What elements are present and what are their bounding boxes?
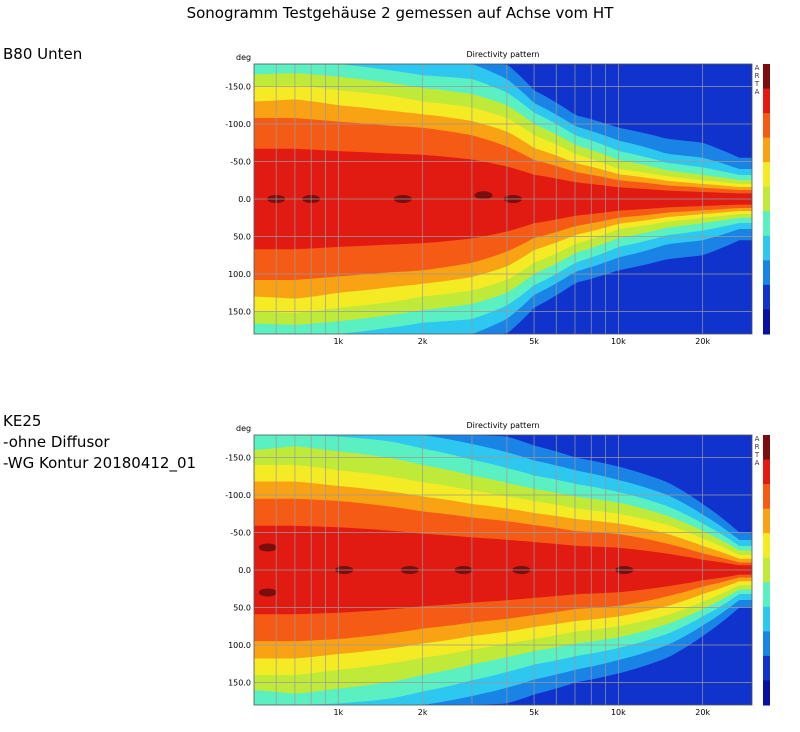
x-tick-label: 20k	[695, 708, 710, 716]
colorbar-segment	[763, 533, 770, 558]
y-tick-label: 100.0	[228, 270, 251, 279]
chart-title: Directivity pattern	[467, 50, 540, 59]
y-tick-label: -150.0	[225, 454, 251, 463]
y-tick-label: -50.0	[230, 158, 251, 167]
colorbar-segment	[763, 484, 770, 509]
colorbar-segment	[763, 460, 770, 485]
y-tick-label: 50.0	[233, 604, 251, 613]
peak-spot	[259, 589, 277, 597]
colorbar-segment	[763, 162, 770, 187]
arta-watermark-letter: R	[755, 443, 760, 451]
colorbar-segment	[763, 211, 770, 236]
colorbar-segment	[763, 285, 770, 310]
colorbar-segment	[763, 509, 770, 534]
colorbar-segment	[763, 187, 770, 212]
y-tick-label: 0.0	[238, 566, 251, 575]
y-tick-label: 100.0	[228, 641, 251, 650]
colorbar-segment	[763, 64, 770, 89]
peak-spot	[475, 191, 493, 199]
y-tick-label: 150.0	[228, 308, 251, 317]
y-axis-label: deg	[236, 424, 251, 433]
colorbar-segment	[763, 138, 770, 163]
x-tick-label: 10k	[611, 708, 626, 716]
x-tick-label: 2k	[418, 708, 428, 716]
y-tick-label: 50.0	[233, 233, 251, 242]
colorbar-segment	[763, 89, 770, 114]
y-tick-label: -50.0	[230, 529, 251, 538]
peak-spot	[259, 544, 277, 552]
arta-watermark-letter: A	[755, 435, 760, 443]
bottom-measurement-label: KE25 -ohne Diffusor -WG Kontur 20180412_…	[3, 411, 196, 474]
directivity-svg: Directivity pattern deg -150.0 -100.0 -50.0 0…	[222, 416, 770, 716]
colorbar-segment	[763, 260, 770, 285]
x-tick-label: 5k	[529, 708, 539, 716]
colorbar-segment	[763, 236, 770, 261]
colorbar-segment	[763, 656, 770, 681]
colorbar-segment	[763, 631, 770, 656]
arta-watermark-letter: A	[755, 64, 760, 72]
x-tick-label: 1k	[333, 337, 343, 345]
arta-watermark-letter: T	[754, 80, 760, 88]
directivity-chart-bottom: Directivity pattern deg -150.0 -100.0 -50.0 0…	[222, 416, 770, 716]
colorbar-segment	[763, 582, 770, 607]
directivity-chart-top: Directivity pattern deg -150.0 -100.0 -50.0 0…	[222, 45, 770, 345]
y-tick-label: 150.0	[228, 679, 251, 688]
colorbar-segment	[763, 435, 770, 460]
arta-watermark-letter: A	[755, 88, 760, 96]
y-tick-label: -100.0	[225, 120, 251, 129]
top-measurement-label: B80 Unten	[3, 44, 82, 65]
colorbar-segment	[763, 680, 770, 705]
page-title: Sonogramm Testgehäuse 2 gemessen auf Ach…	[0, 4, 800, 22]
colorbar-segment	[763, 558, 770, 583]
colorbar-segment	[763, 309, 770, 334]
arta-watermark-letter: T	[754, 451, 760, 459]
x-tick-label: 20k	[695, 337, 710, 345]
x-tick-label: 5k	[529, 337, 539, 345]
x-tick-label: 10k	[611, 337, 626, 345]
y-tick-label: -100.0	[225, 491, 251, 500]
chart-title: Directivity pattern	[467, 421, 540, 430]
arta-watermark-letter: R	[755, 72, 760, 80]
y-axis-label: deg	[236, 53, 251, 62]
y-tick-label: 0.0	[238, 195, 251, 204]
arta-watermark-letter: A	[755, 459, 760, 467]
colorbar-segment	[763, 113, 770, 138]
colorbar-segment	[763, 607, 770, 632]
x-tick-label: 1k	[333, 708, 343, 716]
y-tick-label: -150.0	[225, 83, 251, 92]
directivity-svg: Directivity pattern deg -150.0 -100.0 -50.0 0…	[222, 45, 770, 345]
x-tick-label: 2k	[418, 337, 428, 345]
